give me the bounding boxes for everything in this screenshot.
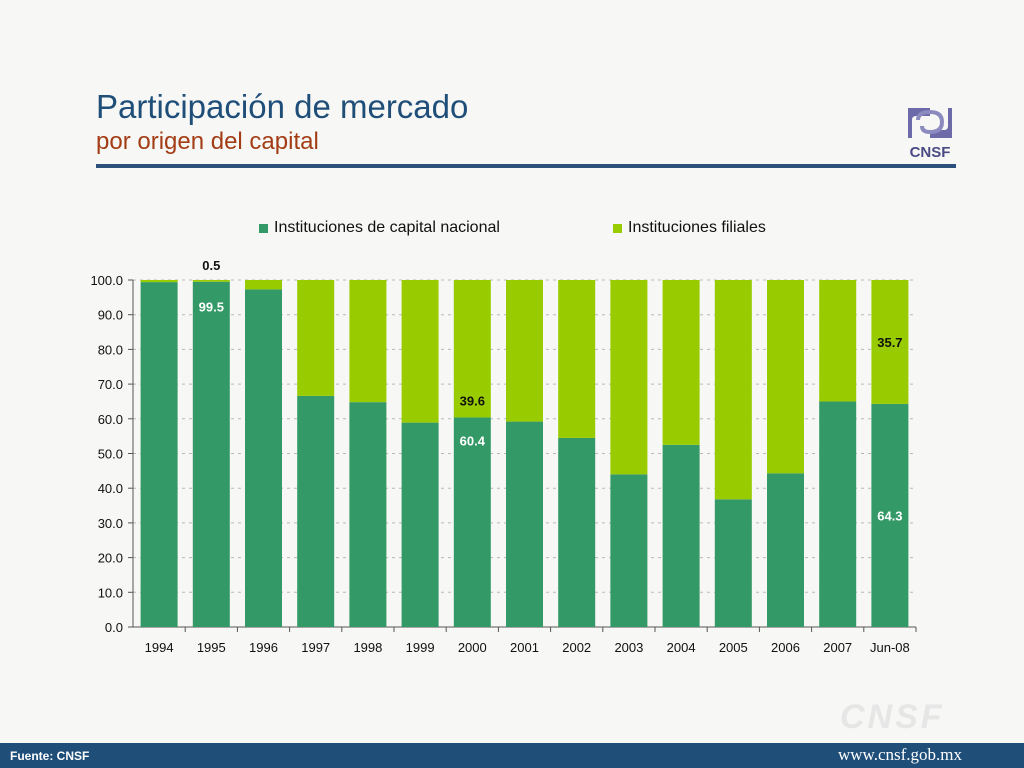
page-title: Participación de mercado: [96, 88, 469, 125]
y-tick-label: 40.0: [98, 481, 123, 496]
y-tick-label: 50.0: [98, 447, 123, 462]
legend-item-filiales: Instituciones filiales: [613, 219, 766, 237]
bar-filiales: [349, 280, 387, 403]
bar-filiales: [714, 280, 752, 500]
data-label: 64.3: [877, 508, 902, 523]
bar-nacional: [714, 499, 752, 627]
legend-label-nacional: Instituciones de capital nacional: [274, 219, 500, 236]
x-tick-label: 1998: [353, 640, 382, 655]
bar-nacional: [401, 422, 439, 627]
bar-nacional: [610, 474, 648, 627]
bar-nacional: [506, 421, 543, 627]
x-tick-label: 2007: [823, 640, 852, 655]
data-label: 35.7: [877, 335, 902, 350]
bar-filiales: [401, 280, 439, 423]
x-tick-label: 2005: [719, 640, 748, 655]
footer-bar: Fuente: CNSF www.cnsf.gob.mx: [0, 743, 1024, 768]
data-label: 0.5: [202, 258, 220, 273]
y-tick-label: 100.0: [90, 273, 123, 288]
bar-filiales: [192, 280, 230, 282]
x-tick-label: Jun-08: [870, 640, 910, 655]
watermark: CNSF: [840, 698, 945, 736]
x-tick-label: 2004: [667, 640, 696, 655]
x-tick-label: 2006: [771, 640, 800, 655]
logo-text: CNSF: [910, 144, 951, 161]
cnsf-logo: CNSF: [908, 108, 952, 161]
website-url[interactable]: www.cnsf.gob.mx: [837, 745, 962, 764]
bar-nacional: [662, 444, 700, 627]
x-tick-label: 2003: [614, 640, 643, 655]
x-tick-label: 1997: [301, 640, 330, 655]
bar-filiales: [245, 280, 282, 290]
bar-nacional: [140, 282, 178, 627]
bar-nacional: [819, 401, 857, 627]
bar-nacional: [558, 437, 596, 627]
bar-nacional: [297, 395, 335, 627]
bar-filiales: [453, 280, 491, 418]
logo-mark-left: [908, 108, 930, 138]
y-tick-label: 10.0: [98, 585, 123, 600]
bar-filiales: [558, 280, 596, 438]
x-tick-label: 2002: [562, 640, 591, 655]
bar-nacional: [767, 473, 804, 627]
y-tick-label: 80.0: [98, 342, 123, 357]
y-tick-label: 60.0: [98, 412, 123, 427]
y-tick-label: 70.0: [98, 377, 123, 392]
source-note: Fuente: CNSF: [10, 749, 90, 763]
title-rule: [96, 164, 956, 168]
bar-filiales: [610, 280, 648, 475]
legend-swatch-nacional: [259, 223, 268, 233]
bar-filiales: [297, 280, 335, 396]
x-tick-label: 2000: [458, 640, 487, 655]
bar-filiales: [767, 280, 804, 474]
legend-item-nacional: Instituciones de capital nacional: [259, 219, 500, 237]
bar-filiales: [140, 280, 178, 283]
x-tick-label: 1995: [197, 640, 226, 655]
legend-label-filiales: Instituciones filiales: [628, 219, 766, 236]
x-tick-label: 1994: [145, 640, 174, 655]
bar-filiales: [662, 280, 700, 445]
legend-swatch-filiales: [613, 223, 622, 233]
x-tick-label: 2001: [510, 640, 539, 655]
x-tick-label: 1996: [249, 640, 278, 655]
logo-mark-swirl: [916, 109, 945, 135]
y-tick-label: 0.0: [105, 620, 123, 635]
bar-filiales: [871, 280, 909, 404]
y-tick-label: 20.0: [98, 551, 123, 566]
bar-nacional: [245, 289, 282, 627]
bar-nacional: [871, 403, 909, 627]
x-tick-label: 1999: [406, 640, 435, 655]
bar-filiales: [506, 280, 543, 422]
y-tick-label: 90.0: [98, 308, 123, 323]
page-subtitle: por origen del capital: [96, 128, 319, 155]
data-label: 99.5: [199, 300, 224, 315]
bar-nacional: [192, 281, 230, 627]
bar-filiales: [819, 280, 857, 402]
bar-nacional: [453, 417, 491, 627]
y-tick-label: 30.0: [98, 516, 123, 531]
data-label: 39.6: [460, 393, 485, 408]
bar-nacional: [349, 402, 387, 627]
data-label: 60.4: [460, 433, 486, 448]
